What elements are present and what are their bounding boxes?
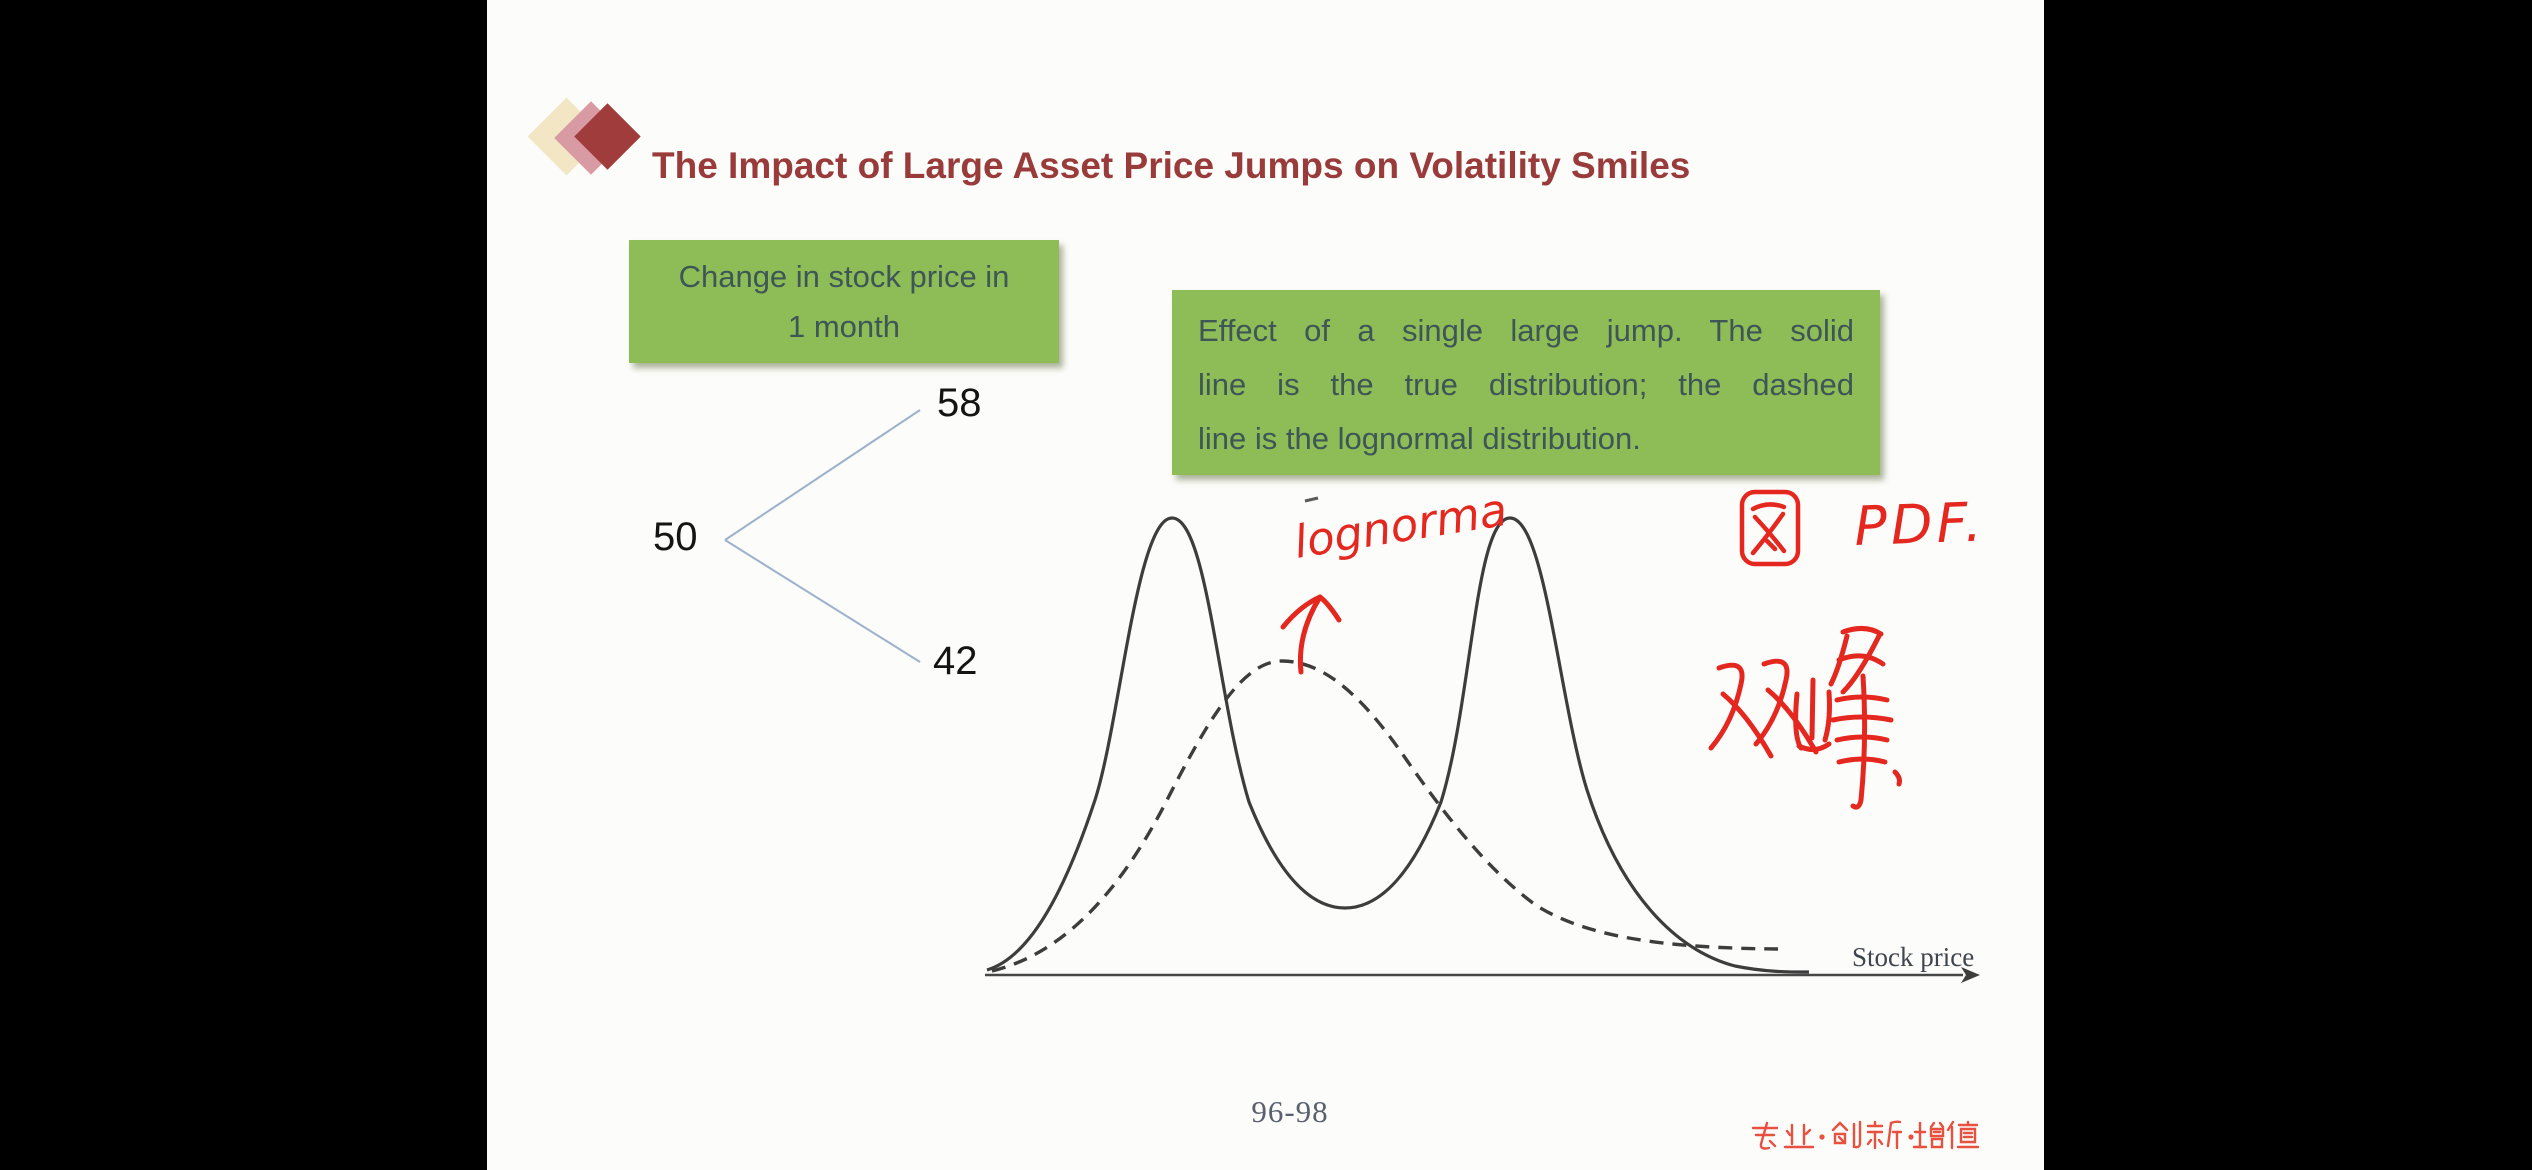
small-tick-mark bbox=[1304, 496, 1319, 503]
tree-up-value: 58 bbox=[937, 381, 982, 425]
lognormal-distribution-curve bbox=[991, 659, 1779, 973]
handwriting-lognormal: lognorma bbox=[1280, 483, 1511, 675]
x-axis-arrowhead-icon bbox=[1961, 967, 1980, 983]
tree-root-value: 50 bbox=[653, 515, 698, 559]
callout-change-in-stock-price: Change in stock price in 1 month bbox=[629, 240, 1059, 363]
slide-drawing-layer: Stock price lognorma bbox=[724, 409, 1987, 1150]
tree-down-value: 42 bbox=[933, 639, 978, 683]
handwriting-up-arrow-icon bbox=[1280, 594, 1342, 675]
callout-effect-of-jump: Effect of a single large jump. The solid… bbox=[1172, 290, 1880, 475]
callout-effect-line-1: Effect of a single large jump. The solid bbox=[1198, 313, 1854, 348]
callout-change-line-1: Change in stock price in bbox=[678, 259, 1010, 294]
tree-branches bbox=[724, 409, 921, 663]
callout-change-line-2: 1 month bbox=[787, 309, 900, 344]
page-number: 96-98 bbox=[1251, 1094, 1329, 1129]
letterbox-left bbox=[0, 0, 487, 1170]
presentation-slide: The Impact of Large Asset Price Jumps on… bbox=[487, 0, 2044, 1170]
tree-branch-down bbox=[724, 539, 921, 663]
handwriting-bimodal-note bbox=[1708, 626, 1902, 810]
slide-title: The Impact of Large Asset Price Jumps on… bbox=[652, 144, 1691, 186]
tree-branch-up bbox=[724, 409, 921, 541]
true-distribution-curve bbox=[986, 516, 1810, 974]
handwriting-pdf-note: PDF. bbox=[1853, 490, 1987, 558]
brand-slogan-logotype bbox=[1751, 1120, 1980, 1150]
callout-effect-line-2: line is the true distribution; the dashe… bbox=[1198, 367, 1854, 402]
handwriting-lognormal-label: lognorma bbox=[1290, 483, 1510, 569]
callout-effect-line-3: line is the lognormal distribution. bbox=[1198, 421, 1641, 456]
x-axis-label: Stock price bbox=[1852, 942, 1974, 972]
letterbox-right bbox=[2044, 0, 2532, 1170]
handwriting-figure-note bbox=[1739, 489, 1801, 567]
x-axis: Stock price bbox=[985, 942, 1980, 983]
